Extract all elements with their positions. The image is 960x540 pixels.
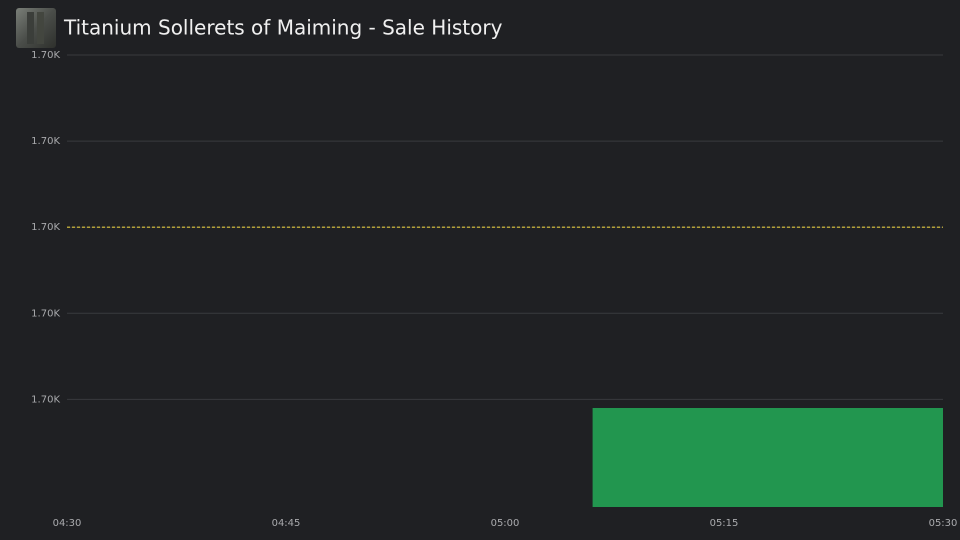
x-tick-label: 05:00 [491, 518, 520, 529]
item-icon [16, 8, 56, 48]
chart-title: Titanium Sollerets of Maiming - Sale His… [63, 16, 503, 40]
x-tick-label: 05:15 [710, 518, 739, 529]
y-tick-label: 1.70K [31, 222, 60, 233]
x-tick-label: 04:30 [53, 518, 82, 529]
y-tick-label: 1.70K [31, 136, 60, 147]
x-tick-label: 04:45 [272, 518, 301, 529]
y-tick-label: 1.70K [31, 308, 60, 319]
bar [592, 407, 943, 507]
x-tick-label: 05:30 [929, 518, 958, 529]
y-tick-label: 1.70K [31, 394, 60, 405]
y-tick-label: 1.70K [31, 50, 60, 61]
